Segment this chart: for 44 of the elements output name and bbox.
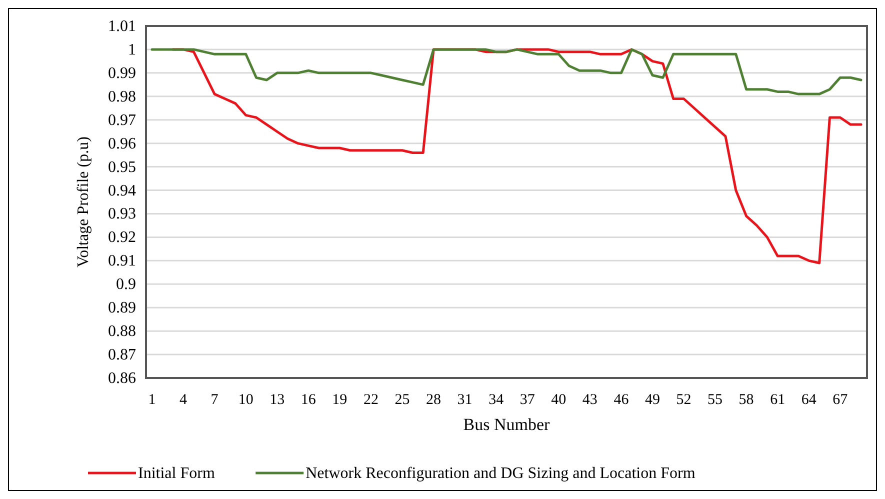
x-tick-label: 64 [801,392,817,408]
y-tick-label: 0.89 [108,300,136,317]
y-tick-label: 0.91 [108,252,136,270]
x-tick-label: 22 [363,392,378,408]
x-tick-label: 52 [676,392,692,408]
x-tick-label: 49 [644,392,660,408]
y-tick-label: 0.86 [108,370,136,387]
x-tick-label: 7 [210,392,219,408]
x-tick-label: 1 [148,392,156,408]
x-tick-label: 25 [394,392,410,408]
x-tick-label: 61 [770,392,786,408]
y-tick-label: 0.92 [108,229,136,246]
x-tick-label: 4 [180,392,188,408]
x-axis-title: Bus Number [463,415,550,434]
y-tick-label: 0.93 [108,206,136,223]
y-tick-label: 0.87 [108,346,136,364]
y-tick-label: 0.99 [108,64,136,82]
y-tick-label: 0.9 [116,276,136,294]
x-tick-label: 10 [238,392,254,408]
x-tick-label: 46 [614,392,630,408]
x-tick-label: 55 [708,392,723,408]
y-tick-label: 0.97 [108,112,136,129]
y-tick-label: 0.94 [108,182,136,200]
y-axis-title: Voltage Profile (p.u) [75,136,92,268]
x-tick-label: 31 [457,392,472,408]
x-tick-label: 34 [488,392,504,408]
x-tick-label: 13 [270,392,285,408]
x-tick-label: 28 [426,392,442,408]
y-tick-label: 1.01 [108,18,136,35]
x-tick-label: 58 [738,392,754,408]
y-tick-label: 1 [128,41,136,58]
x-tick-label: 67 [832,392,848,408]
x-tick-label: 16 [300,392,316,408]
y-tick-label: 0.98 [108,88,136,106]
y-tick-label: 0.96 [108,135,136,152]
x-tick-label: 37 [520,392,536,408]
x-tick-label: 40 [551,392,566,408]
legend-label: Initial Form [138,465,216,482]
x-tick-label: 43 [582,392,598,408]
y-tick-label: 0.95 [108,158,136,176]
line-series [150,48,862,96]
x-tick-label: 19 [332,392,348,408]
y-tick-label: 0.88 [108,323,136,340]
legend-label: Network Reconfiguration and DG Sizing and Location Form [306,465,696,482]
